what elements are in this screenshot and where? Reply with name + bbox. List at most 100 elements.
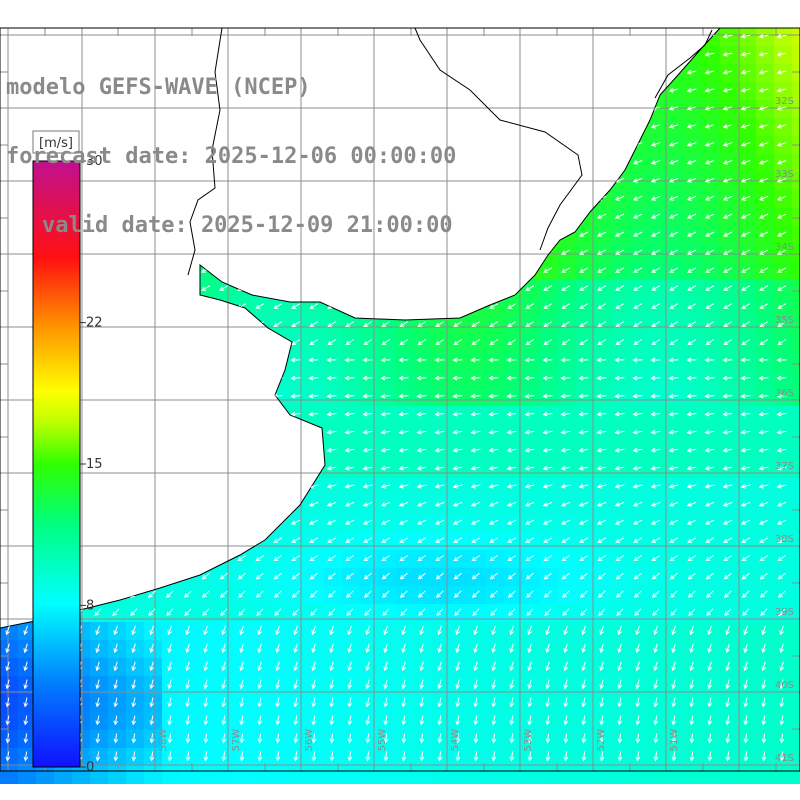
wind-arrow bbox=[167, 733, 173, 744]
wind-cell bbox=[468, 406, 486, 424]
wind-arrow bbox=[381, 590, 390, 598]
wind-cell bbox=[234, 640, 252, 658]
wind-arrow bbox=[635, 679, 640, 690]
wind-cell bbox=[738, 352, 756, 370]
wind-cell bbox=[18, 694, 36, 712]
wind-cell bbox=[234, 604, 252, 622]
wind-arrow bbox=[203, 751, 209, 762]
wind-arrow bbox=[741, 303, 751, 309]
wind-arrow bbox=[740, 501, 751, 507]
wind-arrow bbox=[507, 321, 517, 327]
wind-cell bbox=[540, 748, 558, 766]
wind-cell bbox=[360, 730, 378, 748]
wind-cell bbox=[630, 604, 648, 622]
wind-arrow bbox=[308, 501, 319, 507]
wind-arrow bbox=[653, 733, 659, 744]
wind-cell bbox=[342, 496, 360, 514]
wind-arrow bbox=[434, 357, 445, 363]
wind-arrow bbox=[455, 751, 461, 762]
wind-arrow bbox=[524, 484, 535, 489]
wind-cell bbox=[576, 712, 594, 730]
wind-cell bbox=[540, 478, 558, 496]
wind-arrow bbox=[219, 572, 228, 580]
wind-cell bbox=[288, 766, 306, 784]
wind-cell bbox=[792, 28, 800, 46]
wind-arrow bbox=[741, 249, 751, 255]
wind-arrow bbox=[668, 393, 679, 399]
wind-cell bbox=[324, 658, 342, 676]
wind-arrow bbox=[435, 590, 444, 598]
wind-cell bbox=[522, 622, 540, 640]
longitude-label: 58W bbox=[158, 729, 169, 752]
wind-arrow bbox=[363, 572, 372, 580]
wind-arrow bbox=[563, 625, 568, 636]
wind-arrow bbox=[722, 501, 733, 507]
wind-arrow bbox=[686, 501, 697, 507]
wind-cell bbox=[684, 550, 702, 568]
wind-arrow bbox=[273, 555, 282, 562]
wind-cell bbox=[756, 532, 774, 550]
wind-arrow bbox=[722, 357, 733, 363]
wind-cell bbox=[144, 730, 162, 748]
wind-arrow bbox=[399, 339, 408, 346]
wind-arrow bbox=[686, 88, 697, 93]
wind-arrow bbox=[345, 537, 355, 543]
wind-arrow bbox=[668, 160, 679, 165]
wind-cell bbox=[648, 244, 666, 262]
wind-arrow bbox=[131, 679, 136, 690]
wind-cell bbox=[738, 334, 756, 352]
wind-cell bbox=[576, 640, 594, 658]
wind-arrow bbox=[722, 213, 733, 219]
wind-cell bbox=[594, 370, 612, 388]
wind-cell bbox=[360, 478, 378, 496]
wind-cell bbox=[252, 676, 270, 694]
wind-arrow bbox=[776, 429, 787, 435]
wind-cell bbox=[756, 82, 774, 100]
wind-cell bbox=[558, 766, 576, 784]
wind-cell bbox=[630, 352, 648, 370]
wind-arrow bbox=[758, 177, 769, 183]
wind-cell bbox=[648, 370, 666, 388]
wind-arrow bbox=[311, 643, 316, 654]
wind-cell bbox=[792, 316, 800, 334]
wind-arrow bbox=[95, 715, 101, 726]
wind-cell bbox=[126, 730, 144, 748]
wind-cell bbox=[594, 712, 612, 730]
wind-arrow bbox=[527, 679, 532, 690]
wind-arrow bbox=[452, 465, 463, 471]
wind-arrow bbox=[273, 537, 283, 543]
wind-cell bbox=[468, 352, 486, 370]
wind-cell bbox=[396, 496, 414, 514]
wind-cell bbox=[522, 694, 540, 712]
wind-cell bbox=[792, 208, 800, 226]
wind-cell bbox=[396, 622, 414, 640]
wind-arrow bbox=[650, 484, 661, 489]
wind-arrow bbox=[524, 447, 535, 453]
wind-cell bbox=[648, 640, 666, 658]
wind-arrow bbox=[202, 608, 210, 617]
wind-cell bbox=[540, 334, 558, 352]
wind-arrow bbox=[435, 555, 444, 562]
wind-cell bbox=[414, 568, 432, 586]
wind-cell bbox=[396, 388, 414, 406]
wind-arrow bbox=[275, 715, 281, 726]
wind-arrow bbox=[704, 106, 715, 111]
wind-cell bbox=[576, 766, 594, 784]
wind-cell bbox=[234, 694, 252, 712]
wind-cell bbox=[576, 676, 594, 694]
wind-cell bbox=[540, 532, 558, 550]
wind-arrow bbox=[545, 733, 551, 744]
wind-cell bbox=[450, 442, 468, 460]
wind-cell bbox=[108, 766, 126, 784]
wind-arrow bbox=[5, 733, 11, 744]
wind-cell bbox=[720, 190, 738, 208]
wind-arrow bbox=[506, 465, 517, 471]
wind-cell bbox=[702, 190, 720, 208]
wind-cell bbox=[522, 496, 540, 514]
wind-cell bbox=[738, 46, 756, 64]
wind-cell bbox=[468, 478, 486, 496]
wind-cell bbox=[0, 658, 18, 676]
wind-cell bbox=[792, 658, 800, 676]
wind-arrow bbox=[239, 751, 245, 762]
wind-cell bbox=[162, 712, 180, 730]
